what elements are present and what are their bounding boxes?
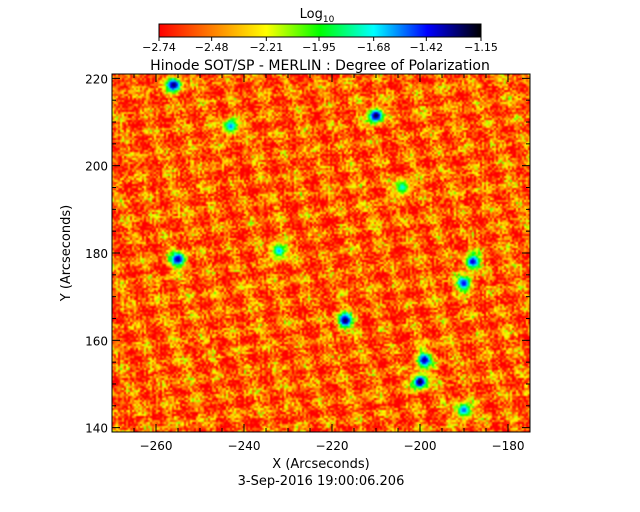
heatmap-raster (112, 74, 530, 432)
y-tick-label: 140 (85, 422, 108, 436)
colorbar-tick-label: −2.74 (142, 41, 176, 54)
x-tick-label: −260 (140, 439, 173, 453)
x-tick-label: −240 (228, 439, 261, 453)
chart-date: 3-Sep-2016 19:00:06.206 (238, 474, 405, 489)
x-tick-label: −200 (404, 439, 437, 453)
colorbar: Log10 −2.74 −2.48 −2.21 −1.95 −1.68 −1.42 −1.1… (142, 7, 498, 54)
colorbar-tick-label: −2.21 (249, 41, 283, 54)
x-tick-label: −220 (316, 439, 349, 453)
y-tick-label: 160 (85, 334, 108, 348)
x-axis: −260 −240 −220 −200 −180 (133, 74, 531, 453)
y-tick-label: 180 (85, 247, 108, 261)
colorbar-label-base: Log (300, 7, 323, 22)
colorbar-tick-label: −2.48 (195, 41, 229, 54)
x-tick-label: −180 (492, 439, 525, 453)
colorbar-tick-label: −1.68 (357, 41, 391, 54)
colorbar-label-sub: 10 (323, 15, 335, 25)
x-axis-label: X (Arcseconds) (272, 457, 369, 472)
y-axis-label: Y (Arcseconds) (59, 205, 74, 302)
y-axis: 140 160 180 200 220 (85, 72, 530, 436)
colorbar-tick-label: −1.95 (302, 41, 336, 54)
heatmap-image (112, 74, 530, 432)
colorbar-ticks: −2.74 −2.48 −2.21 −1.95 −1.68 −1.42 −1.15 (142, 37, 498, 54)
colorbar-tick-label: −1.15 (464, 41, 498, 54)
chart-title: Hinode SOT/SP - MERLIN : Degree of Polar… (150, 58, 490, 74)
colorbar-label: Log10 (300, 7, 335, 25)
colorbar-gradient (158, 23, 482, 38)
colorbar-tick-label: −1.42 (409, 41, 443, 54)
y-tick-label: 220 (85, 72, 108, 86)
y-tick-label: 200 (85, 160, 108, 174)
